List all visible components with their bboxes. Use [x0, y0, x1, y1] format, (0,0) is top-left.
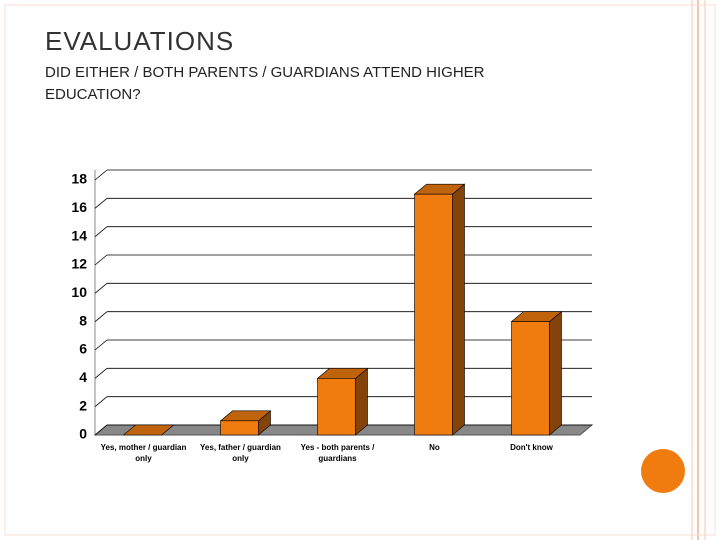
- bar: [220, 420, 259, 436]
- y-tick-label: 14: [71, 227, 87, 243]
- grid-line: [94, 339, 108, 351]
- slide-title: EVALUATIONS: [45, 26, 235, 56]
- slide-subtitle: DID EITHER / BOTH PARENTS / GUARDIANS AT…: [45, 64, 485, 103]
- grid-line: [94, 368, 108, 379]
- grid-line: [94, 226, 108, 237]
- y-tick-label: 18: [71, 171, 87, 187]
- x-tick-label: Yes - both parents / guardians: [300, 443, 375, 463]
- x-tick-label: No: [429, 443, 440, 452]
- grid-line: [94, 311, 108, 322]
- grid-line: [94, 396, 108, 407]
- grid-line: [94, 424, 108, 436]
- y-tick-label: 12: [71, 256, 87, 272]
- bar: [511, 321, 550, 436]
- y-tick-label: 6: [79, 341, 87, 357]
- x-tick-label: Don't know: [510, 443, 553, 452]
- y-tick-label: 2: [79, 397, 87, 413]
- grid-line: [94, 254, 108, 266]
- bar-side: [452, 183, 465, 436]
- y-tick-label: 10: [71, 284, 87, 300]
- bar: [414, 193, 453, 436]
- grid-line: [94, 169, 108, 181]
- grid-line: [94, 198, 108, 209]
- x-tick-label: Yes, mother / guardian only: [100, 443, 187, 463]
- bar-top: [122, 424, 175, 436]
- y-tick-label: 16: [71, 199, 87, 215]
- grid-line: [94, 283, 108, 294]
- y-tick-label: 0: [79, 426, 87, 442]
- bar-side: [355, 367, 368, 436]
- bar-side: [549, 311, 562, 436]
- x-tick-label: Yes, father / guardian only: [200, 443, 281, 463]
- bar: [317, 378, 356, 436]
- decor-circle: [641, 449, 685, 493]
- slide-border: [4, 4, 716, 536]
- y-tick-label: 4: [79, 369, 87, 385]
- y-tick-label: 8: [79, 312, 87, 328]
